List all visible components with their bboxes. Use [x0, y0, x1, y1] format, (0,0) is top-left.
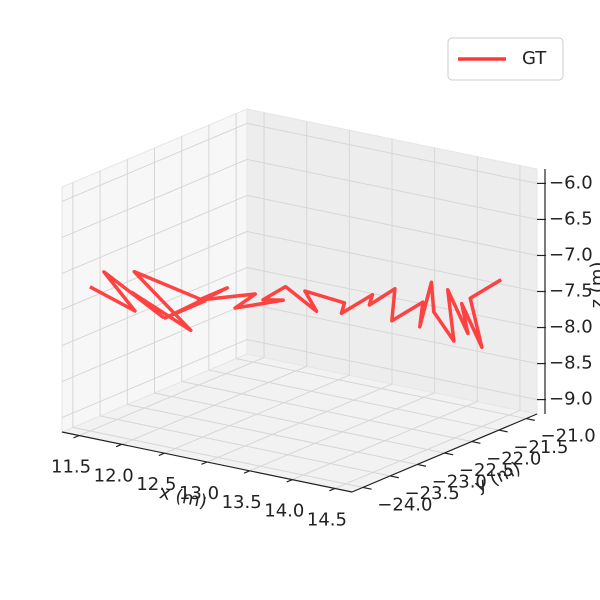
x-tick-label: 14.5	[307, 509, 347, 530]
legend-label: GT	[522, 48, 547, 69]
grid-line	[127, 403, 418, 465]
z-axis-label: z (m)	[587, 262, 600, 309]
y-tick	[362, 486, 372, 490]
grid-line	[246, 303, 538, 365]
x-tick-label: 12.0	[94, 465, 134, 486]
x-tick-label: 13.5	[222, 492, 262, 513]
grid-line	[208, 369, 500, 431]
y-tick-label: −24.0	[377, 494, 432, 515]
grid-line	[61, 231, 248, 310]
grid-line	[154, 392, 445, 454]
grid-line	[61, 339, 248, 419]
y-tick	[471, 440, 481, 444]
z-tick-label: −6.0	[549, 172, 593, 193]
x-tick-label: 14.0	[264, 501, 304, 522]
z-tick-label: −8.5	[549, 353, 593, 374]
y-tick	[498, 429, 508, 433]
z-tick-label: −7.0	[549, 244, 593, 265]
grid-line	[181, 381, 472, 443]
grid-line	[61, 303, 248, 383]
y-tick-label: −21.5	[513, 437, 568, 458]
grid-line	[246, 158, 538, 220]
y-tick-label: −23.5	[405, 483, 460, 504]
grid-line	[246, 339, 538, 401]
z-tick-label: −8.0	[549, 317, 593, 338]
y-tick-label: −22.0	[486, 449, 541, 470]
grid-line	[72, 426, 363, 488]
y-axis	[351, 413, 538, 493]
y-tick	[389, 475, 399, 479]
y-tick	[525, 418, 535, 421]
grid-line	[61, 195, 248, 274]
x-tick-label: 13.0	[179, 483, 219, 504]
x-tick-label: 12.5	[136, 474, 176, 495]
y-tick-label: −21.0	[541, 426, 596, 447]
y-tick-label: −23.0	[432, 471, 487, 492]
grid-line	[61, 122, 248, 202]
grid-line	[246, 267, 538, 329]
y-tick-label: −22.5	[459, 460, 514, 481]
grid-line	[246, 194, 538, 256]
grid-line	[246, 231, 538, 292]
z-tick-label: −9.0	[549, 389, 593, 410]
grid-line	[99, 415, 391, 477]
y-tick	[417, 463, 427, 467]
trajectory	[89, 269, 503, 350]
grid-line	[236, 358, 527, 420]
z-tick-label: −6.5	[549, 208, 593, 229]
grid-line	[246, 122, 538, 184]
y-tick	[444, 452, 454, 456]
z-tick-label: −7.5	[549, 281, 593, 302]
grid-line	[61, 158, 248, 238]
x-tick-label: 11.5	[51, 457, 91, 478]
x-axis	[61, 431, 353, 493]
